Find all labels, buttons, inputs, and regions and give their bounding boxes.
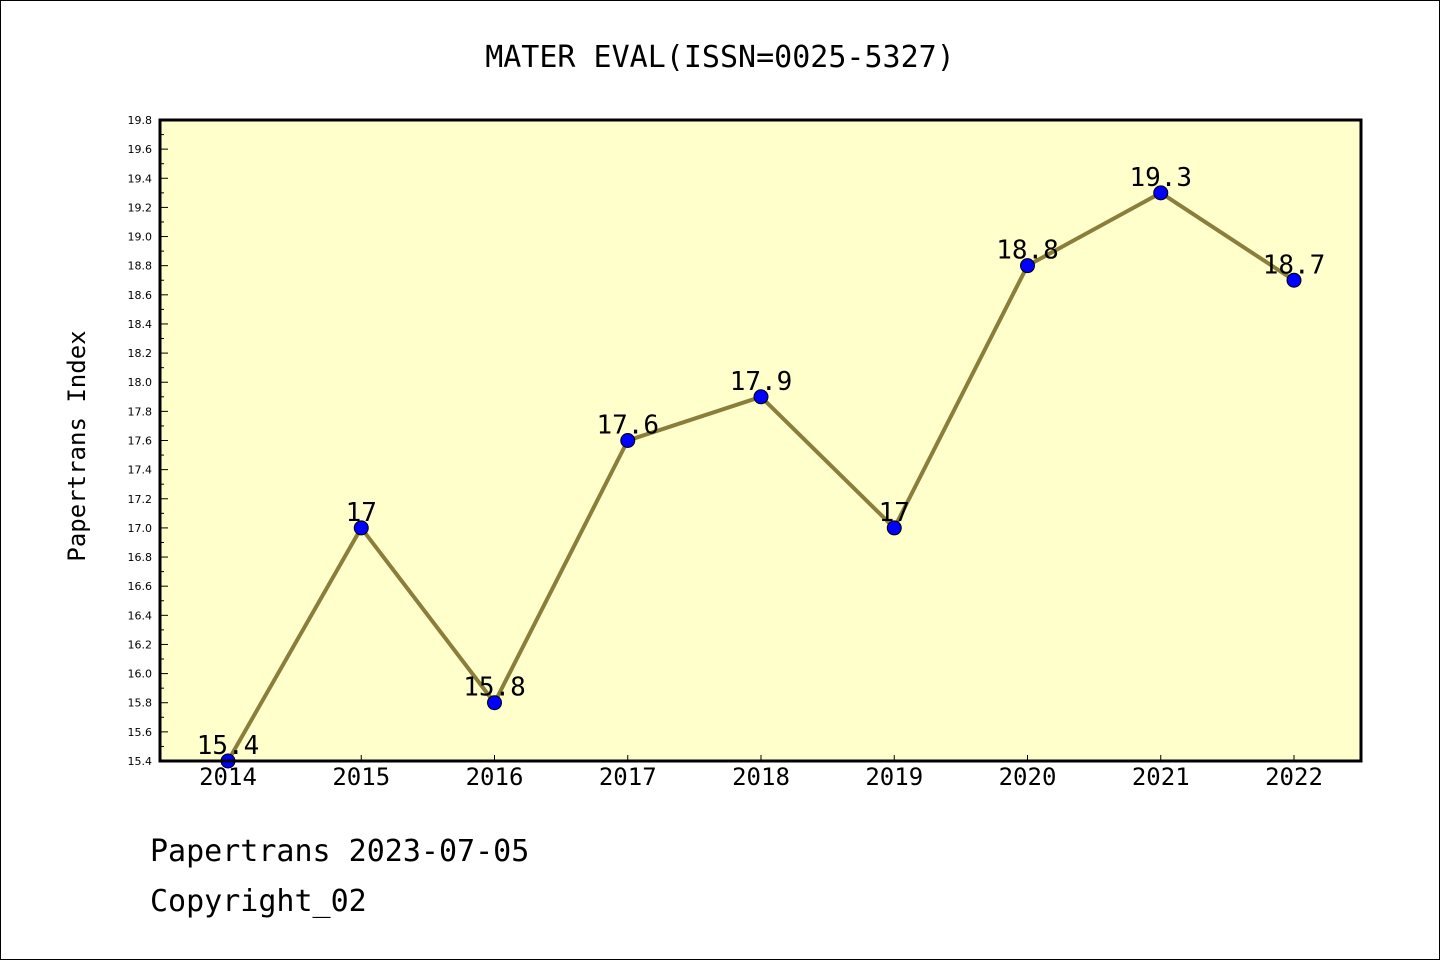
footer-copyright: Copyright_02: [150, 884, 367, 919]
data-label: 18.7: [1263, 250, 1326, 280]
y-tick-label: 16.2: [128, 638, 153, 651]
data-point: [1153, 185, 1169, 201]
y-tick-label: 15.4: [128, 755, 153, 768]
x-tick-label: 2016: [466, 763, 524, 791]
y-tick-label: 19.2: [128, 201, 153, 214]
data-point: [487, 695, 502, 711]
y-tick-label: 18.2: [128, 347, 153, 360]
x-tick-label: 2022: [1265, 763, 1323, 791]
data-point: [620, 433, 636, 448]
series-points-group: [220, 185, 1302, 769]
x-tick-label: 2015: [332, 763, 390, 791]
y-tick-label: 16.6: [128, 580, 153, 593]
y-tick-label: 17.2: [128, 493, 153, 506]
plot-area: [160, 120, 1361, 761]
data-label: 17: [346, 498, 377, 528]
data-label: 19.3: [1129, 163, 1192, 193]
y-tick-label: 18.8: [128, 260, 153, 273]
y-tick-label: 18.0: [128, 376, 153, 389]
data-label: 18.8: [996, 236, 1059, 266]
y-tick-label: 16.0: [128, 668, 153, 681]
x-tick-label: 2018: [732, 763, 790, 791]
y-tick-label: 17.4: [128, 464, 153, 477]
data-point: [886, 520, 902, 536]
y-tick-label: 18.6: [128, 289, 153, 302]
y-tick-label: 17.6: [128, 435, 153, 448]
data-point: [1286, 272, 1302, 288]
y-tick-label: 19.0: [128, 231, 153, 244]
y-tick-label: 19.8: [128, 114, 153, 127]
footer-date: Papertrans 2023-07-05: [150, 834, 530, 869]
plot-border: [158, 118, 1363, 763]
x-tick-label: 2021: [1132, 763, 1190, 791]
y-tick-label: 17.8: [128, 405, 153, 418]
data-point: [753, 389, 769, 405]
data-point: [353, 520, 369, 536]
data-point: [1020, 258, 1035, 274]
data-label: 17.6: [596, 411, 659, 441]
y-axis-label: Papertrans Index: [63, 330, 91, 561]
chart-title: MATER EVAL(ISSN=0025-5327): [485, 40, 955, 75]
y-tick-label: 18.4: [128, 318, 153, 331]
y-tick-label: 19.6: [128, 143, 153, 156]
data-label: 15.4: [197, 731, 260, 761]
data-labels-group: 15.4 17 15.8 17.6 17.9 17 18.8 19.3 18.7: [197, 163, 1326, 761]
y-tick-label: 15.8: [128, 697, 153, 710]
x-tick-label: 2017: [599, 763, 657, 791]
data-label: 15.8: [463, 673, 526, 703]
y-tick-label: 19.4: [128, 172, 153, 185]
y-tick-label: 16.8: [128, 551, 153, 564]
y-tick-label: 15.6: [128, 726, 153, 739]
x-tick-label: 2019: [865, 763, 923, 791]
data-label: 17: [879, 498, 910, 528]
x-tick-label: 2020: [999, 763, 1057, 791]
y-tick-label: 17.0: [128, 522, 153, 535]
data-label: 17.9: [730, 367, 793, 397]
x-axis-ticks: 2014 2015 2016 2017 2018 2019 2020 2021 2022: [199, 755, 1323, 791]
y-tick-label: 16.4: [128, 609, 153, 622]
